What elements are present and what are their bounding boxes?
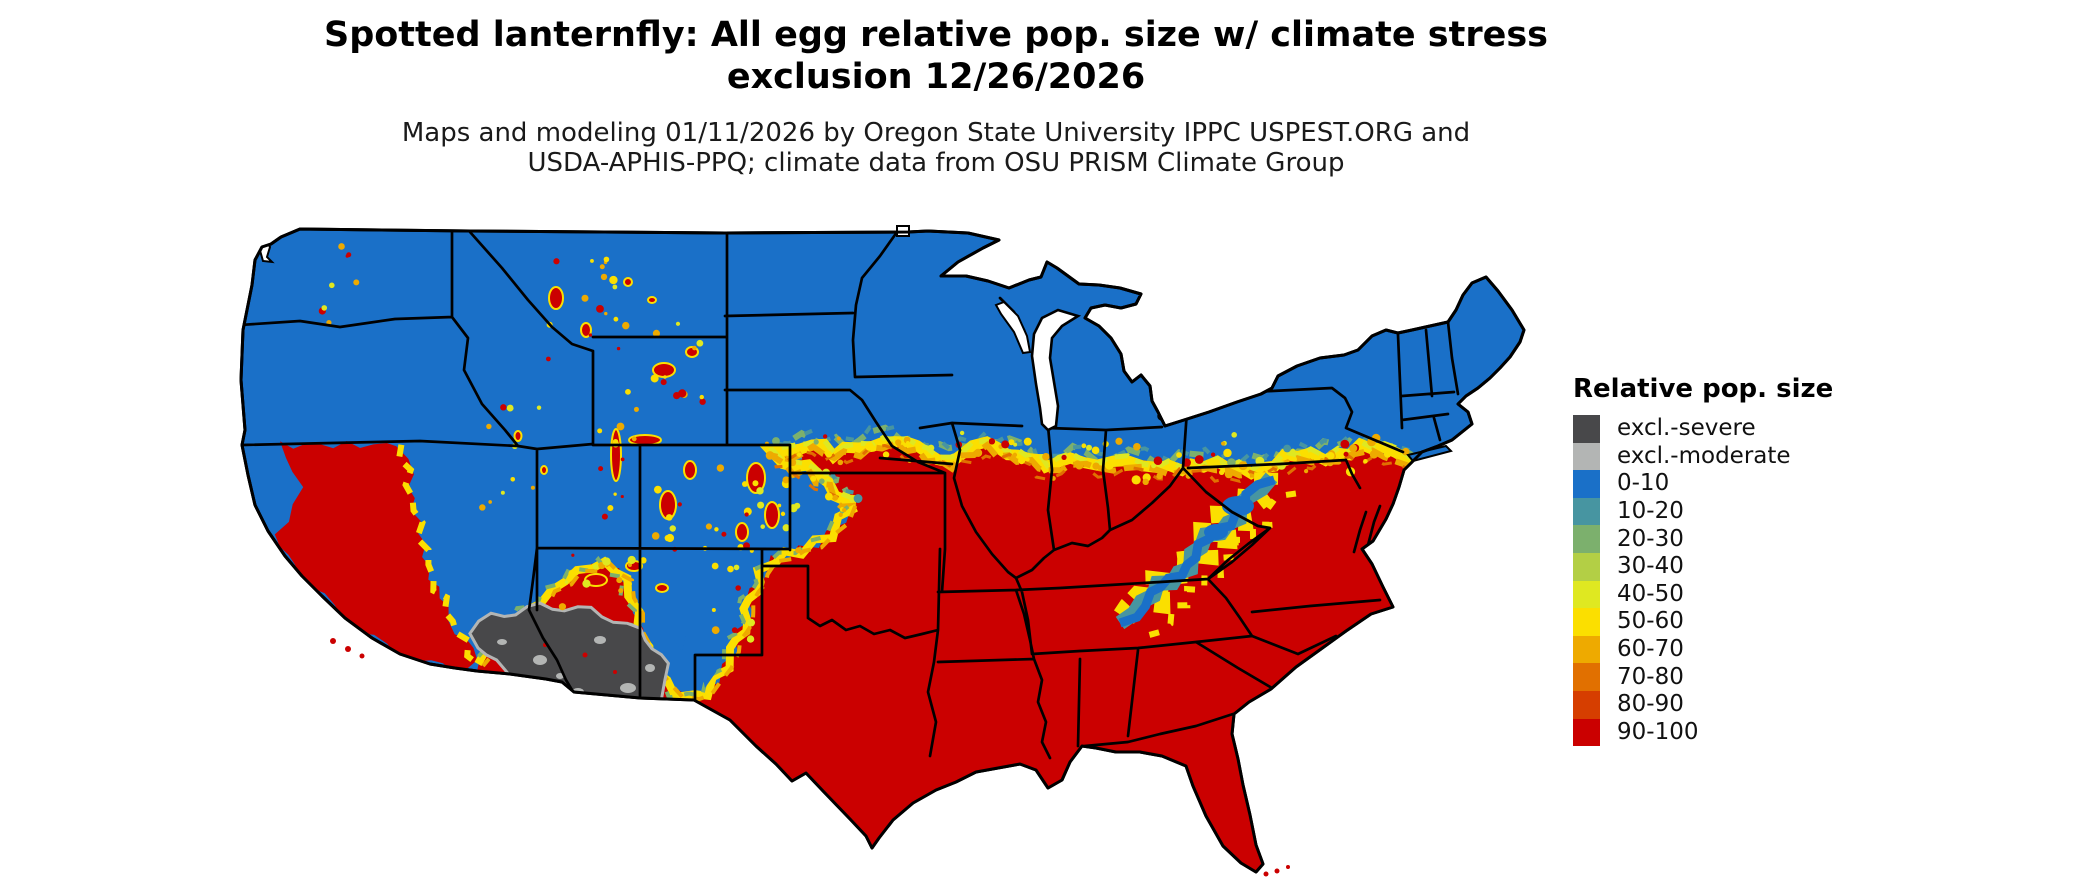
island-dot xyxy=(359,653,365,659)
legend-item: 70-80 xyxy=(1573,663,1833,691)
map-title: Spotted lanternfly: All egg relative pop… xyxy=(0,14,1872,98)
island-dot xyxy=(330,638,336,644)
legend-color-swatch xyxy=(1573,690,1600,719)
legend-color-swatch xyxy=(1573,470,1600,498)
legend-color-swatch xyxy=(1573,663,1600,691)
legend-item: 80-90 xyxy=(1573,690,1833,719)
legend-item: 10-20 xyxy=(1573,497,1833,526)
lake-michigan xyxy=(1030,308,1082,432)
legend-item-label: 30-40 xyxy=(1617,553,1684,580)
legend-title: Relative pop. size xyxy=(1573,374,1834,404)
legend-item-label: 20-30 xyxy=(1617,525,1684,552)
legend-item-label: 10-20 xyxy=(1617,498,1684,525)
legend-color-swatch xyxy=(1573,608,1600,636)
legend-item-label: excl.-moderate xyxy=(1617,442,1791,469)
legend-item: 90-100 xyxy=(1573,718,1833,747)
state-borders xyxy=(241,230,1460,760)
conus-outline xyxy=(239,227,1526,874)
legend-item-label: 50-60 xyxy=(1617,608,1684,635)
legend-color-swatch xyxy=(1573,525,1600,553)
legend-color-swatch xyxy=(1573,718,1600,747)
legend-item-label: 0-10 xyxy=(1617,470,1670,497)
island-dot xyxy=(1263,871,1269,877)
legend-item: 60-70 xyxy=(1573,635,1833,664)
legend-color-swatch xyxy=(1573,442,1600,471)
legend-item: 20-30 xyxy=(1573,525,1833,553)
legend-item-label: 90-100 xyxy=(1617,718,1699,745)
california-red-region xyxy=(274,441,478,672)
map-title-line1: Spotted lanternfly: All egg relative pop… xyxy=(323,15,1548,55)
legend-item-label: 60-70 xyxy=(1617,636,1684,663)
legend-item-label: excl.-severe xyxy=(1617,415,1756,442)
map-subtitle-line1: Maps and modeling 01/11/2026 by Oregon S… xyxy=(401,118,1471,148)
legend-item: excl.-moderate xyxy=(1573,442,1833,471)
legend-color-swatch xyxy=(1573,552,1600,581)
red-region xyxy=(477,437,1412,872)
green-bay xyxy=(994,300,1032,355)
island-dot xyxy=(1286,865,1290,869)
legend-items: excl.-severe excl.-moderate 0-10 10-20 20-30… xyxy=(1573,415,1833,747)
legend-item: 50-60 xyxy=(1573,608,1833,636)
legend-item: excl.-severe xyxy=(1573,415,1833,443)
island-dot xyxy=(1274,868,1280,874)
map-subtitle: Maps and modeling 01/11/2026 by Oregon S… xyxy=(0,118,1872,178)
legend: Relative pop. size excl.-severe excl.-mod… xyxy=(1573,374,1834,747)
island-dot xyxy=(345,646,351,652)
map-title-line2: exclusion 12/26/2026 xyxy=(726,57,1146,97)
legend-item: 40-50 xyxy=(1573,580,1833,609)
legend-color-swatch xyxy=(1573,497,1600,526)
legend-color-swatch xyxy=(1573,635,1600,664)
legend-item: 30-40 xyxy=(1573,552,1833,581)
legend-color-swatch xyxy=(1573,580,1600,609)
map-subtitle-line2: USDA-APHIS-PPQ; climate data from OSU PR… xyxy=(527,148,1345,178)
legend-color-swatch xyxy=(1573,415,1600,443)
legend-item-label: 40-50 xyxy=(1617,580,1684,607)
legend-item-label: 70-80 xyxy=(1617,663,1684,690)
legend-item: 0-10 xyxy=(1573,470,1833,498)
legend-item-label: 80-90 xyxy=(1617,691,1684,718)
